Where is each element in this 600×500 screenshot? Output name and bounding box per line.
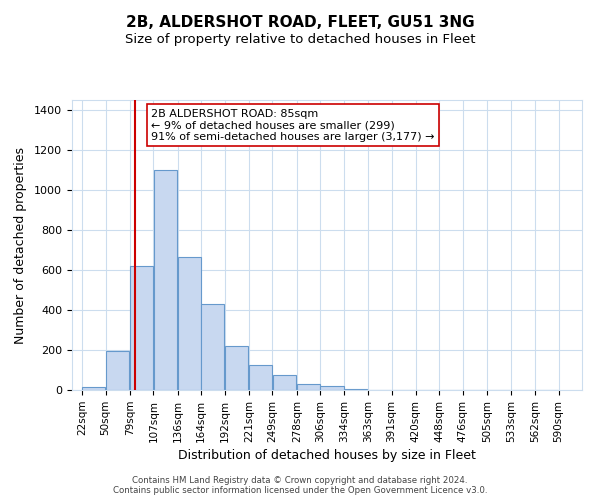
Bar <box>154 170 176 390</box>
Bar <box>320 386 344 390</box>
Y-axis label: Number of detached properties: Number of detached properties <box>14 146 27 344</box>
X-axis label: Distribution of detached houses by size in Fleet: Distribution of detached houses by size … <box>178 449 476 462</box>
Text: Size of property relative to detached houses in Fleet: Size of property relative to detached ho… <box>125 32 475 46</box>
Text: 2B ALDERSHOT ROAD: 85sqm
← 9% of detached houses are smaller (299)
91% of semi-d: 2B ALDERSHOT ROAD: 85sqm ← 9% of detache… <box>151 108 434 142</box>
Bar <box>130 266 153 390</box>
Bar <box>272 375 296 390</box>
Text: 2B, ALDERSHOT ROAD, FLEET, GU51 3NG: 2B, ALDERSHOT ROAD, FLEET, GU51 3NG <box>125 15 475 30</box>
Bar <box>106 351 129 390</box>
Bar <box>249 365 272 390</box>
Text: Contains HM Land Registry data © Crown copyright and database right 2024.
Contai: Contains HM Land Registry data © Crown c… <box>113 476 487 495</box>
Bar <box>225 346 248 390</box>
Bar <box>344 389 367 390</box>
Bar <box>202 304 224 390</box>
Bar <box>297 384 320 390</box>
Bar <box>82 387 106 390</box>
Bar <box>178 257 201 390</box>
